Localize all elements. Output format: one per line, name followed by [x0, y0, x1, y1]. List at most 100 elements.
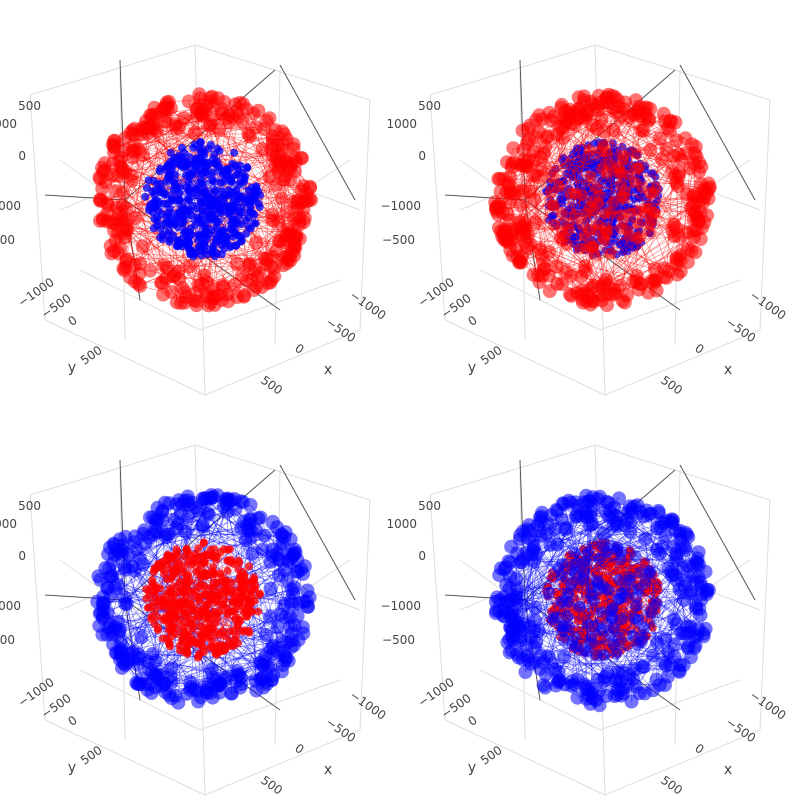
series-outer-point: [275, 137, 290, 152]
series-outer-point: [181, 509, 196, 524]
series-outer-point: [116, 185, 131, 200]
y-tick-label: 500: [78, 743, 105, 768]
series-inner-point: [180, 562, 189, 571]
series-outer-point: [230, 664, 245, 679]
series-outer-point: [692, 155, 707, 170]
series-inner-point: [212, 650, 221, 659]
series-inner-point: [228, 597, 237, 606]
series-inner-point: [245, 192, 254, 201]
series-outer-point: [201, 507, 216, 522]
series-outer-point: [280, 573, 295, 588]
series-outer-segment: [256, 218, 295, 243]
series-outer-point: [520, 136, 534, 150]
z-tick-label: 1000: [0, 517, 17, 531]
series-inner-point: [239, 578, 248, 587]
series-inner-point: [217, 572, 226, 581]
series-inner-point: [201, 246, 209, 255]
series-outer-point: [258, 257, 273, 272]
series-outer-point: [161, 527, 176, 542]
series-inner-point: [246, 224, 255, 233]
series-inner-point: [196, 580, 205, 589]
z-tick-label: 0: [18, 549, 26, 563]
series-outer-point: [291, 632, 306, 647]
series-inner-point: [224, 186, 233, 195]
series-inner-point: [165, 219, 173, 228]
series-outer-point: [585, 293, 600, 308]
series-inner-point: [165, 204, 174, 213]
series-outer-point: [662, 264, 676, 279]
series-outer-point: [547, 218, 560, 231]
series-outer-point: [281, 653, 296, 668]
series-inner-point: [220, 646, 229, 655]
series-inner-point: [231, 635, 240, 644]
series-outer-point: [101, 198, 115, 213]
series-inner-point: [209, 177, 218, 186]
series-outer-point: [300, 583, 315, 598]
panel-bottom-left: −1000−50005001000−1000−5000500−1000−5000…: [0, 444, 389, 798]
series-outer-point: [149, 525, 164, 540]
series-inner-point: [220, 594, 229, 603]
series-inner-point: [240, 174, 249, 183]
series-outer-point: [199, 286, 214, 301]
x-tick-label: −500: [323, 315, 358, 345]
series-outer-point: [604, 247, 617, 260]
series-inner-point: [175, 588, 184, 596]
series-outer-point: [178, 524, 193, 539]
series-outer-point: [547, 199, 560, 212]
series-outer-point: [270, 154, 285, 169]
series-outer-point: [105, 555, 120, 570]
series-inner-point: [191, 221, 200, 230]
series-outer-point: [106, 156, 121, 171]
series-inner-point: [180, 229, 188, 238]
series-outer-point: [564, 269, 579, 283]
series-outer-point: [287, 195, 302, 209]
series-outer-point: [97, 596, 112, 611]
series-inner-point: [208, 642, 217, 651]
series-inner-point: [200, 148, 208, 157]
series-inner-point: [178, 631, 187, 640]
series-inner-point: [173, 624, 182, 633]
series-outer-point: [667, 229, 682, 244]
series-outer-point: [643, 218, 656, 230]
series-inner-point: [605, 189, 614, 198]
series-inner-point: [149, 224, 158, 233]
series-inner-point: [217, 188, 226, 196]
x-tick-label: 0: [292, 741, 306, 757]
series-outer-point: [550, 276, 565, 291]
series-inner-point: [195, 243, 203, 252]
series-inner-point: [148, 208, 157, 217]
series-outer-point: [224, 686, 239, 701]
series-outer-point: [574, 242, 587, 255]
x-tick-label: 0: [292, 341, 306, 357]
series-outer-point: [143, 263, 158, 278]
series-outer-point: [235, 115, 250, 130]
series-outer-point: [182, 259, 197, 274]
series-outer-point: [249, 120, 263, 135]
x-tick-label: 500: [658, 373, 685, 398]
series-inner-point: [178, 604, 187, 613]
series-outer-point: [674, 152, 689, 167]
series-inner-point: [155, 185, 164, 194]
series-outer-point: [515, 158, 530, 172]
series-inner-point: [171, 219, 180, 228]
series-outer-point: [230, 290, 245, 305]
series-outer-point: [269, 177, 284, 192]
series-outer-point: [491, 207, 506, 222]
series-outer-point: [118, 229, 132, 244]
series-inner-point: [154, 560, 163, 569]
series-inner-point: [148, 187, 157, 196]
series-outer-point: [112, 206, 127, 221]
series-inner-point: [215, 630, 224, 639]
series-inner-point: [156, 164, 165, 173]
series-outer-point: [564, 288, 579, 303]
series-inner-point: [158, 634, 167, 643]
x-tick-label: −500: [723, 315, 758, 345]
series-outer-point: [649, 182, 662, 195]
series-inner-point: [162, 162, 171, 171]
series-inner-point: [225, 545, 234, 554]
series-outer-point: [595, 145, 608, 157]
series-outer-point: [300, 194, 315, 209]
series-outer-point: [175, 281, 190, 295]
series-outer-point: [292, 217, 307, 232]
series-outer-point: [277, 598, 292, 612]
